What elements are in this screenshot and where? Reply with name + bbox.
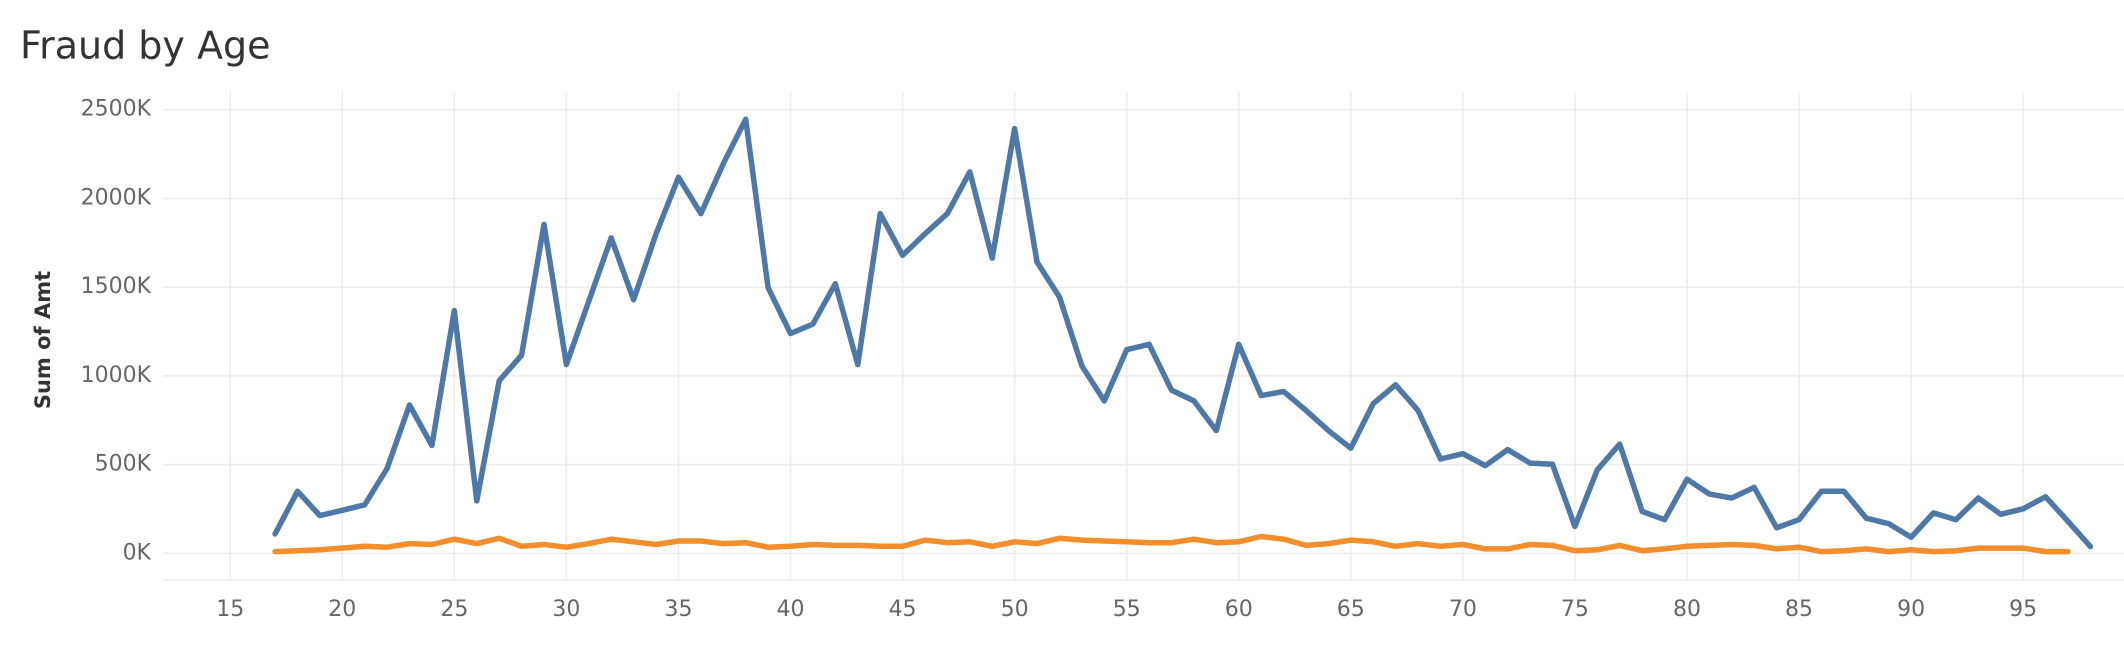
y-tick-label: 2000K — [81, 185, 152, 210]
y-tick-label: 2500K — [81, 97, 152, 122]
y-tick-label: 500K — [95, 452, 152, 477]
x-tick-label: 30 — [552, 597, 580, 622]
x-tick-label: 60 — [1225, 597, 1253, 622]
x-tick-label: 75 — [1561, 597, 1589, 622]
x-tick-label: 70 — [1449, 597, 1477, 622]
x-tick-label: 55 — [1113, 597, 1141, 622]
x-tick-label: 20 — [328, 597, 356, 622]
x-tick-label: 65 — [1337, 597, 1365, 622]
x-tick-label: 85 — [1785, 597, 1813, 622]
x-tick-label: 25 — [440, 597, 468, 622]
y-tick-label: 0K — [123, 540, 152, 565]
x-tick-label: 90 — [1897, 597, 1925, 622]
x-tick-label: 95 — [2009, 597, 2037, 622]
x-tick-label: 40 — [777, 597, 805, 622]
chart-title: Fraud by Age — [20, 24, 270, 68]
y-tick-label: 1000K — [81, 363, 152, 388]
series-line — [272, 533, 2071, 555]
x-tick-label: 15 — [216, 597, 244, 622]
x-tick-label: 45 — [889, 597, 917, 622]
series-line — [272, 116, 2094, 550]
x-tick-label: 50 — [1001, 597, 1029, 622]
x-tick-label: 35 — [664, 597, 692, 622]
x-tick-label: 80 — [1673, 597, 1701, 622]
y-tick-label: 1500K — [81, 274, 152, 299]
y-axis-label: Sum of Amt — [31, 271, 55, 409]
